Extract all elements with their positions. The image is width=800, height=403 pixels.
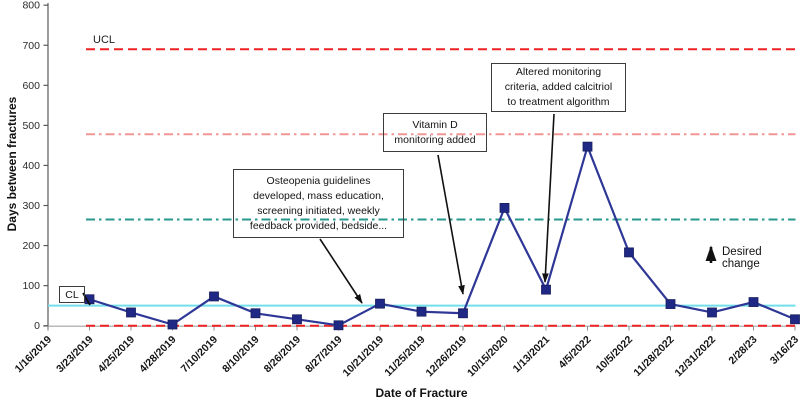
series-point [707,307,717,318]
cl-label-box: CL [59,286,85,303]
x-axis-title: Date of Fracture [375,386,468,400]
series-point [458,308,468,319]
series-point [790,314,800,325]
y-tick-label: 700 [22,40,40,52]
series-point [292,314,302,325]
annotation-line: to treatment algorithm [507,96,610,108]
x-tick-label: 10/21/2019 [340,334,386,380]
data-series-layer [84,141,800,331]
annotation-line: developed, mass education, [253,189,384,202]
y-tick-label: 200 [22,240,40,252]
y-tick-label: 800 [22,0,40,12]
x-tick-label: 7/10/2019 [179,334,221,376]
x-tick-label: 4/28/2019 [137,334,179,376]
cl-label: CL [65,288,79,301]
annotation-altered-monitoring: Altered monitoring criteria, added calci… [491,63,626,112]
ucl-label: UCL [93,34,116,46]
series-point [665,299,676,309]
annotation-line: monitoring added [394,133,476,146]
x-tick-label: 3/16/23 [768,334,800,367]
altered-monitoring-arrow [542,113,555,283]
x-tick-label: 12/31/2022 [672,334,718,380]
annotation-line: criteria, added calcitriol [504,81,613,93]
reference-lines-layer [48,48,796,327]
x-tick-label: 1/13/2021 [511,334,553,376]
y-axis-title: Days between fractures [5,96,19,232]
annotation-line: Vitamin D [412,118,458,131]
annotation-line: Altered monitoring [515,66,602,78]
y-tick-label: 500 [22,120,40,132]
series-point [499,203,510,213]
x-tick-label: 2/28/23 [726,334,759,367]
y-tick-label: 400 [22,160,40,172]
series-point [416,306,427,317]
series-point [167,319,178,330]
y-tick-label: 0 [34,320,40,332]
y-tick-label: 100 [22,280,40,292]
desired-change-label: Desired change [722,246,762,270]
annotation-vitamin-d: Vitamin D monitoring added [383,113,487,152]
osteopenia-arrow [319,238,363,304]
series-point [126,307,136,318]
y-tick-label: 300 [22,200,40,212]
x-tick-label: 1/16/2019 [13,334,55,376]
x-tick-label: 8/27/2019 [303,334,345,376]
annotation-line: Osteopenia guidelines [266,174,371,187]
x-tick-label: 4/5/2022 [556,334,593,371]
annotation-osteopenia-guidelines: Osteopenia guidelines developed, mass ed… [233,169,404,238]
series-point [541,284,551,295]
x-tick-label: 11/25/2019 [382,334,427,379]
annotation-line: feedback provided, bedside... [249,219,388,232]
series-point [582,141,593,152]
axes-layer: 0 100 200 300 400 500 600 700 800 1/16/2019 3/23/2… [13,0,800,379]
x-tick-label: 4/25/2019 [96,334,138,376]
vitamin-d-arrow [437,154,465,295]
x-tick-label: 11/28/2022 [631,334,676,379]
y-tick-label: 600 [22,80,40,92]
x-tick-label: 8/26/2019 [262,334,304,376]
series-point [333,320,344,331]
x-tick-label: 10/15/2020 [465,334,511,380]
series-point [209,291,219,302]
series-point [250,308,261,319]
series-line [89,145,796,327]
annotation-line: screening initiated, weekly [257,204,380,217]
x-tick-label: 10/5/2022 [594,334,636,376]
x-tick-label: 3/23/2019 [54,334,96,376]
series-point [624,247,634,258]
series-point [748,297,759,307]
series-point [375,298,385,309]
x-tick-label: 12/26/2019 [423,334,469,380]
x-tick-label: 8/10/2019 [220,334,262,376]
